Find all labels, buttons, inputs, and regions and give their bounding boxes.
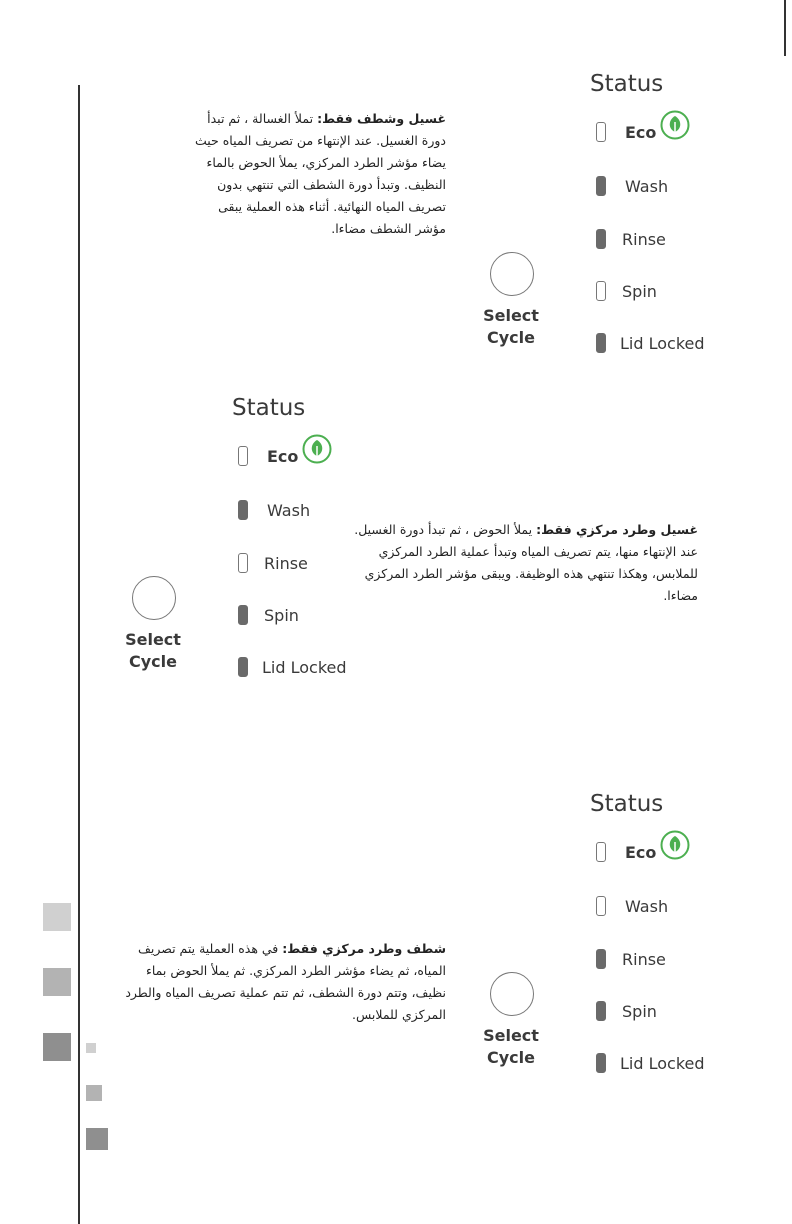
indicator-light [238,605,248,625]
description-wash-rinse: غسيل وشطف فقط: تملأ الغسالة ، ثم تبدأ دو… [194,111,446,236]
status-panel: Status Eco Wash Rinse Spin Lid Locked Se… [125,395,432,709]
indicator-label: Rinse [622,950,666,969]
indicator-light [596,842,606,862]
indicator-light [596,1001,606,1021]
select-cycle-label: Select Cycle [483,1026,539,1067]
indicator-label: Wash [267,501,311,520]
indicator-light [596,1053,606,1073]
gray-swatch [86,1128,108,1150]
indicator-light [596,281,606,301]
indicator-light [596,176,606,196]
margin-rule [78,85,80,1224]
select-cycle-button[interactable] [490,972,534,1016]
indicator-label: Spin [264,606,299,625]
status-title: Status [590,71,664,97]
gray-swatch [43,968,71,996]
indicator-label: Spin [622,1002,657,1021]
indicator-light [596,229,606,249]
gray-swatch [86,1085,102,1101]
indicator-light [596,122,606,142]
select-cycle-button[interactable] [490,252,534,296]
description-rinse-spin: شطف وطرد مركزي فقط: في هذه العملية يتم ت… [125,941,446,1022]
crop-mark [784,0,786,56]
leaf-icon [302,434,332,464]
indicator-label: Rinse [264,554,308,573]
description-wash-spin: غسيل وطرد مركزي فقط: يملأ الحوض ، ثم تبد… [354,522,698,603]
gray-swatch [86,1043,96,1053]
indicator-label: Lid Locked [262,658,347,677]
indicator-label: Lid Locked [620,1054,705,1073]
indicator-light [238,500,248,520]
indicator-label: Lid Locked [620,334,705,353]
status-title: Status [590,791,664,817]
gray-swatch [43,903,71,931]
select-cycle-button[interactable] [132,576,176,620]
indicator-label: Wash [625,177,669,196]
indicator-label: Wash [625,897,669,916]
indicator-label: Eco [625,843,657,862]
indicator-light [238,446,248,466]
indicator-label: Spin [622,282,657,301]
select-cycle-label: Select Cycle [125,630,181,671]
status-title: Status [232,395,306,421]
indicator-label: Eco [267,447,299,466]
leaf-icon [660,110,690,140]
select-cycle-label: Select Cycle [483,306,539,347]
status-panel: Status Eco Wash Rinse Spin Lid Locked Se… [483,71,790,385]
leaf-icon [660,830,690,860]
indicator-light [596,896,606,916]
gray-swatch [43,1033,71,1061]
indicator-light [596,949,606,969]
indicator-label: Rinse [622,230,666,249]
indicator-label: Eco [625,123,657,142]
indicator-light [238,553,248,573]
indicator-light [596,333,606,353]
status-panel: Status Eco Wash Rinse Spin Lid Locked Se… [483,791,790,1105]
indicator-light [238,657,248,677]
